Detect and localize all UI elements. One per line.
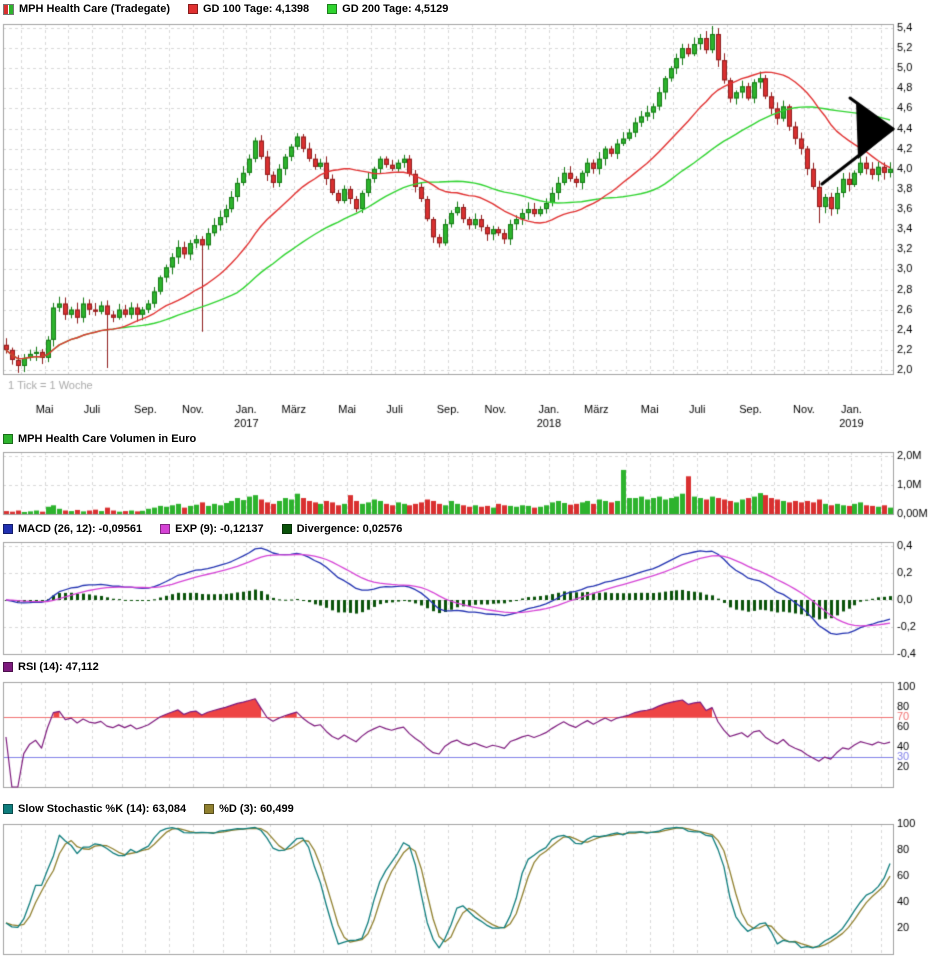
exp-swatch-icon — [160, 524, 171, 534]
macd-legend: MACD (26, 12): -0,09561 EXP (9): -0,1213… — [0, 520, 940, 538]
stoch-k-label: Slow Stochastic %K (14): 63,084 — [18, 803, 187, 815]
volume-legend: MPH Health Care Volumen in Euro — [0, 430, 940, 448]
legend-item-stoch-d: %D (3): 60,499 — [204, 803, 294, 815]
macd-panel-canvas — [0, 538, 940, 658]
volume-swatch-icon — [3, 434, 13, 444]
divergence-label: Divergence: 0,02576 — [296, 523, 403, 535]
stoch-d-swatch-icon — [204, 804, 215, 814]
stoch-d-label: %D (3): 60,499 — [219, 803, 294, 815]
rsi-swatch-icon — [3, 662, 13, 672]
gd200-label: GD 200 Tage: 4,5129 — [342, 3, 449, 15]
price-panel-canvas — [0, 18, 940, 430]
instrument-name: MPH Health Care (Tradegate) — [19, 3, 170, 15]
divergence-swatch-icon — [281, 524, 292, 534]
legend-item-gd100: GD 100 Tage: 4,1398 — [187, 3, 310, 15]
gd100-label: GD 100 Tage: 4,1398 — [202, 3, 310, 15]
macd-label: MACD (26, 12): -0,09561 — [18, 523, 143, 535]
volume-label: MPH Health Care Volumen in Euro — [18, 433, 197, 445]
legend-item-exp: EXP (9): -0,12137 — [160, 523, 264, 535]
rsi-legend: RSI (14): 47,112 — [0, 658, 940, 676]
exp-label: EXP (9): -0,12137 — [175, 523, 264, 535]
legend-item-rsi: RSI (14): 47,112 — [3, 661, 99, 673]
candlestick-icon — [3, 3, 14, 15]
volume-panel-canvas — [0, 448, 940, 520]
gd200-swatch-icon — [327, 4, 338, 14]
gd100-swatch-icon — [187, 4, 198, 14]
rsi-panel-canvas — [0, 676, 940, 800]
price-legend: MPH Health Care (Tradegate) GD 100 Tage:… — [0, 0, 940, 18]
legend-item-gd200: GD 200 Tage: 4,5129 — [327, 3, 448, 15]
stochastic-legend: Slow Stochastic %K (14): 63,084 %D (3): … — [0, 800, 940, 818]
legend-item-volume: MPH Health Care Volumen in Euro — [3, 433, 196, 445]
macd-swatch-icon — [3, 524, 13, 534]
rsi-label: RSI (14): 47,112 — [18, 661, 99, 673]
stochastic-panel-canvas — [0, 818, 940, 958]
legend-item-divergence: Divergence: 0,02576 — [281, 523, 403, 535]
legend-item-stoch-k: Slow Stochastic %K (14): 63,084 — [3, 803, 186, 815]
stoch-k-swatch-icon — [3, 804, 13, 814]
legend-item-macd: MACD (26, 12): -0,09561 — [3, 523, 142, 535]
legend-item-instrument: MPH Health Care (Tradegate) — [3, 3, 170, 15]
